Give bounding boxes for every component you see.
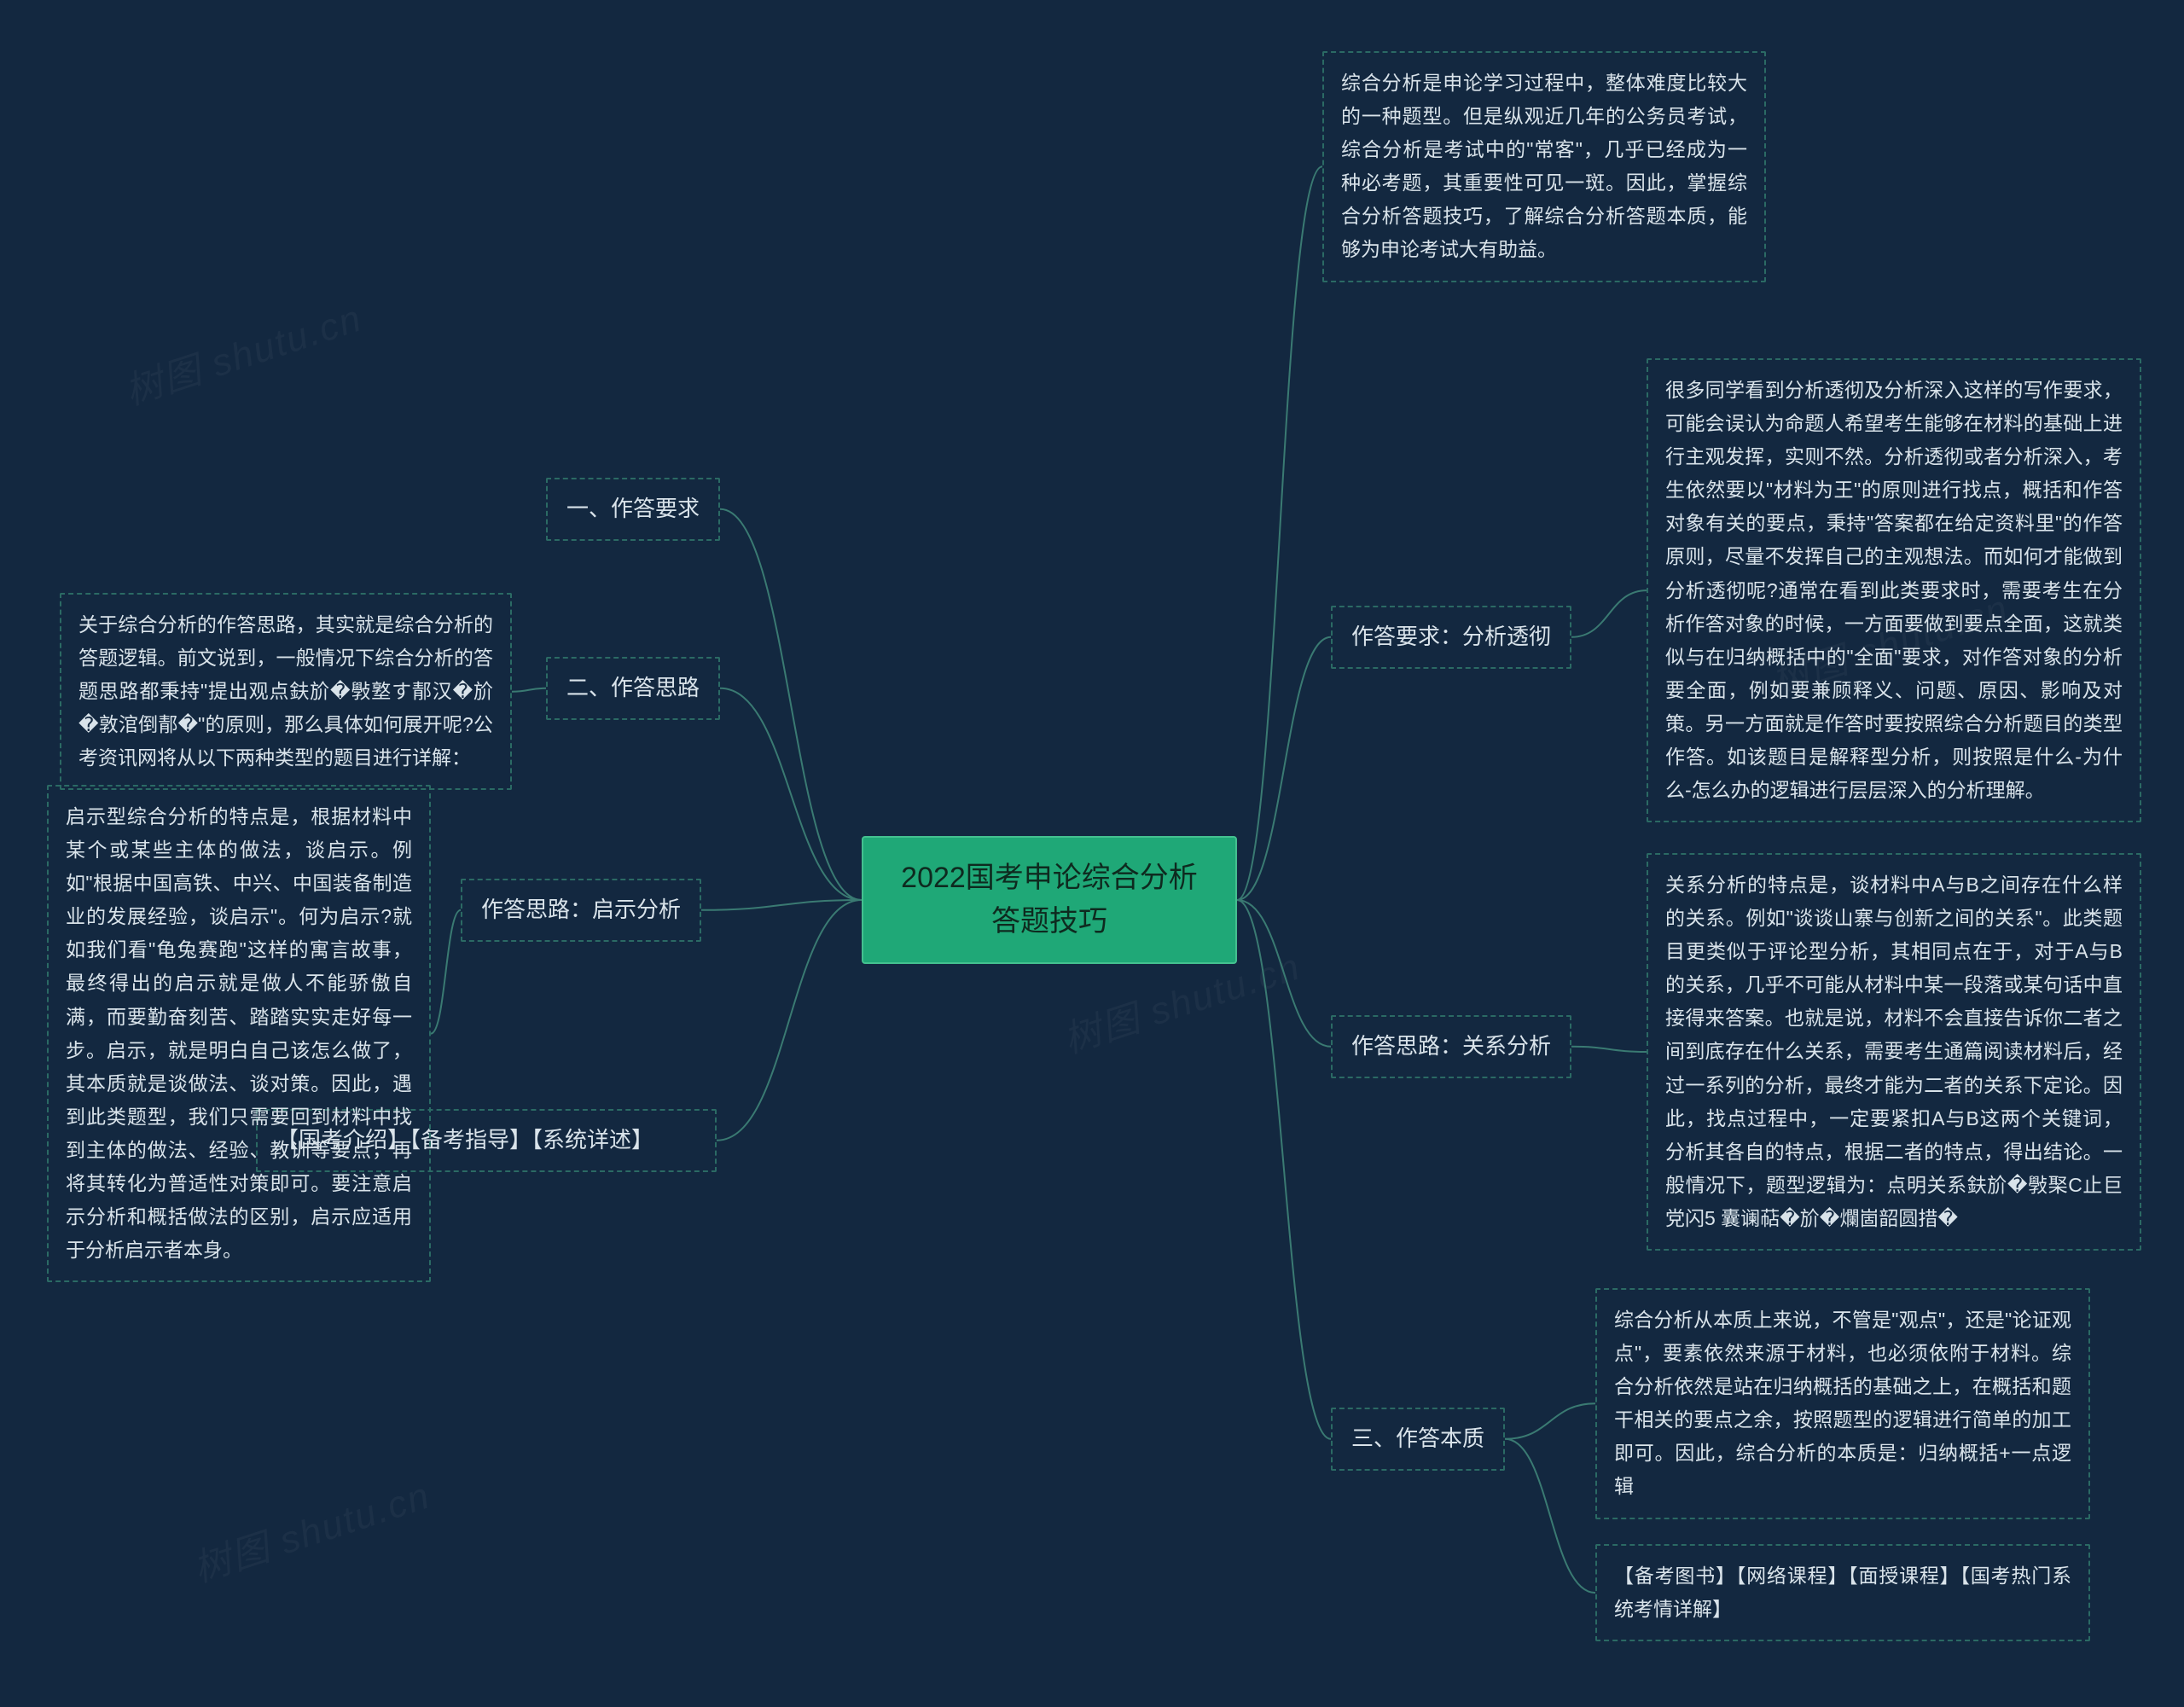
watermark: 树图 shutu.cn bbox=[185, 1465, 436, 1593]
leaf-essence-detail[interactable]: 综合分析从本质上来说，不管是"观点"，还是"论证观点"，要素依然来源于材料，也必… bbox=[1595, 1288, 2090, 1519]
branch-inspiration-analysis[interactable]: 作答思路：启示分析 bbox=[461, 879, 701, 942]
branch-relation-analysis[interactable]: 作答思路：关系分析 bbox=[1331, 1015, 1571, 1078]
leaf-resources[interactable]: 【备考图书】【网络课程】【面授课程】【国考热门系统考情详解】 bbox=[1595, 1544, 2090, 1641]
leaf-thorough-detail[interactable]: 很多同学看到分析透彻及分析深入这样的写作要求，可能会误认为命题人希望考生能够在材… bbox=[1647, 358, 2141, 822]
leaf-intro[interactable]: 综合分析是申论学习过程中，整体难度比较大的一种题型。但是纵观近几年的公务员考试，… bbox=[1322, 51, 1766, 282]
leaf-inspiration-detail[interactable]: 启示型综合分析的特点是，根据材料中某个或某些主体的做法，谈启示。例如"根据中国高… bbox=[47, 785, 431, 1282]
leaf-relation-detail[interactable]: 关系分析的特点是，谈材料中A与B之间存在什么样的关系。例如"谈谈山寨与创新之间的… bbox=[1647, 853, 2141, 1251]
mindmap-root[interactable]: 2022国考申论综合分析答题技巧 bbox=[862, 836, 1237, 964]
branch-requirements[interactable]: 一、作答要求 bbox=[546, 478, 720, 541]
watermark: 树图 shutu.cn bbox=[117, 287, 368, 415]
branch-essence[interactable]: 三、作答本质 bbox=[1331, 1408, 1505, 1471]
branch-thinking[interactable]: 二、作答思路 bbox=[546, 657, 720, 720]
branch-thorough-analysis[interactable]: 作答要求：分析透彻 bbox=[1331, 606, 1571, 669]
leaf-thinking-detail[interactable]: 关于综合分析的作答思路，其实就是综合分析的答题逻辑。前文说到，一般情况下综合分析… bbox=[60, 593, 512, 790]
